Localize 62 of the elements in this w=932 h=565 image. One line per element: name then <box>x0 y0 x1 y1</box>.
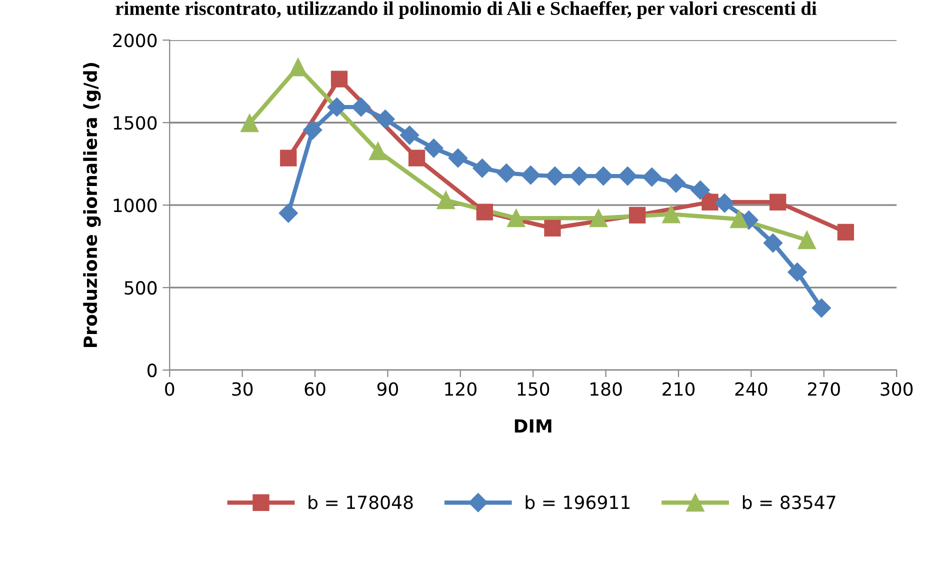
point <box>702 194 718 210</box>
point <box>436 191 455 210</box>
point <box>352 98 371 117</box>
x-tick-label: 240 <box>735 382 768 396</box>
x-tick-label: 0 <box>165 382 174 396</box>
x-tick-label: 180 <box>590 382 622 396</box>
point <box>715 194 734 213</box>
y-axis-title: Produzione giornaliera (g/d) <box>83 63 101 348</box>
point <box>330 70 348 88</box>
y-tick-label: 500 <box>124 281 157 295</box>
point <box>662 205 680 224</box>
point <box>812 298 831 318</box>
point <box>303 120 322 140</box>
point <box>424 138 444 158</box>
point <box>327 98 346 117</box>
point <box>690 180 710 200</box>
point <box>280 150 297 166</box>
x-tick-label: 90 <box>377 382 398 396</box>
x-tick-label: 30 <box>232 382 253 396</box>
point <box>618 166 638 186</box>
legend-label: b = 196911 <box>526 495 630 510</box>
point <box>763 234 783 253</box>
point <box>289 58 308 76</box>
y-tick-label: 0 <box>148 364 157 378</box>
legend-label: b = 178048 <box>308 495 413 510</box>
point <box>368 142 388 160</box>
point <box>545 166 564 186</box>
y-tick-label: 2000 <box>113 34 157 48</box>
x-tick-label: 60 <box>304 382 326 396</box>
point <box>376 110 395 129</box>
x-axis-title: DIM <box>514 419 552 433</box>
point <box>730 210 748 228</box>
x-tick-label: 210 <box>662 382 695 396</box>
point <box>400 126 420 145</box>
point <box>240 114 259 132</box>
y-tick-label: 1000 <box>114 198 157 212</box>
x-tick-label: 300 <box>880 382 913 396</box>
x-tick-label: 270 <box>808 382 840 396</box>
y-tick-label: 1500 <box>114 116 157 130</box>
legend-label: b = 83547 <box>742 495 836 510</box>
point <box>496 164 516 183</box>
point <box>642 168 662 187</box>
point <box>594 166 613 186</box>
point <box>476 204 493 220</box>
point <box>507 209 526 228</box>
point <box>590 209 608 228</box>
point <box>837 224 854 240</box>
x-tick-label: 150 <box>518 382 550 396</box>
point <box>770 194 786 210</box>
point <box>472 158 492 178</box>
x-tick-label: 120 <box>445 382 476 396</box>
point <box>570 166 589 186</box>
point <box>798 231 816 250</box>
point <box>666 174 686 193</box>
point <box>278 204 298 223</box>
point <box>448 148 468 168</box>
point <box>521 166 540 185</box>
point <box>544 220 561 237</box>
point <box>408 150 426 166</box>
chart-title: rimente riscontrato, utilizzando il polinomio di Ali e Schaeffer, per valori crescenti di <box>116 1 817 19</box>
point <box>788 262 807 282</box>
point <box>628 206 646 224</box>
